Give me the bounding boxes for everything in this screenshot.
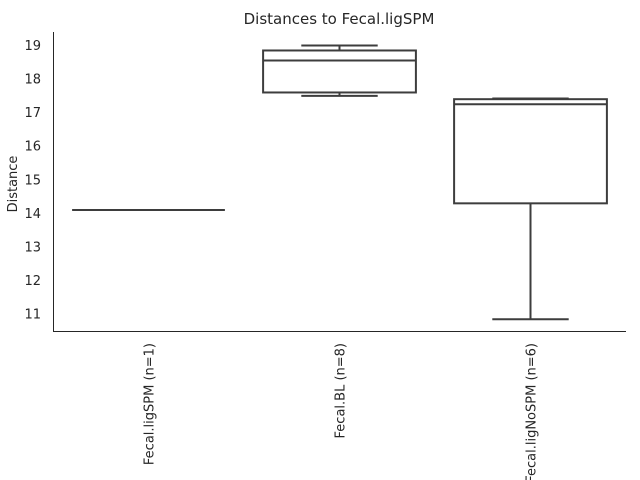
y-tick-label: 11 bbox=[24, 308, 41, 323]
y-tick-label: 18 bbox=[24, 73, 41, 88]
y-axis-ticks: 11 12 13 14 15 16 17 18 19 bbox=[24, 39, 41, 323]
box-iqr bbox=[453, 98, 608, 205]
y-axis-title: Distance bbox=[6, 156, 21, 213]
box-group bbox=[453, 97, 608, 321]
y-tick-label: 15 bbox=[24, 173, 41, 188]
y-tick-label: 16 bbox=[24, 140, 41, 155]
y-tick-label: 19 bbox=[24, 39, 41, 54]
y-tick-label: 13 bbox=[24, 241, 41, 256]
y-tick-label: 14 bbox=[24, 207, 41, 222]
boxes bbox=[72, 44, 608, 321]
x-axis-ticks: Fecal.ligSPM (n=1) Fecal.BL (n=8) Fecal.li… bbox=[143, 343, 540, 480]
chart-title: Distances to Fecal.ligSPM bbox=[244, 10, 435, 28]
x-tick-label: Fecal.ligSPM (n=1) bbox=[143, 343, 158, 465]
y-tick-label: 12 bbox=[24, 274, 41, 289]
x-tick-label: Fecal.ligNoSPM (n=6) bbox=[525, 343, 540, 480]
y-tick-label: 17 bbox=[24, 106, 41, 121]
x-tick-label: Fecal.BL (n=8) bbox=[334, 343, 349, 438]
box-group bbox=[262, 44, 417, 97]
box-iqr bbox=[262, 49, 417, 94]
